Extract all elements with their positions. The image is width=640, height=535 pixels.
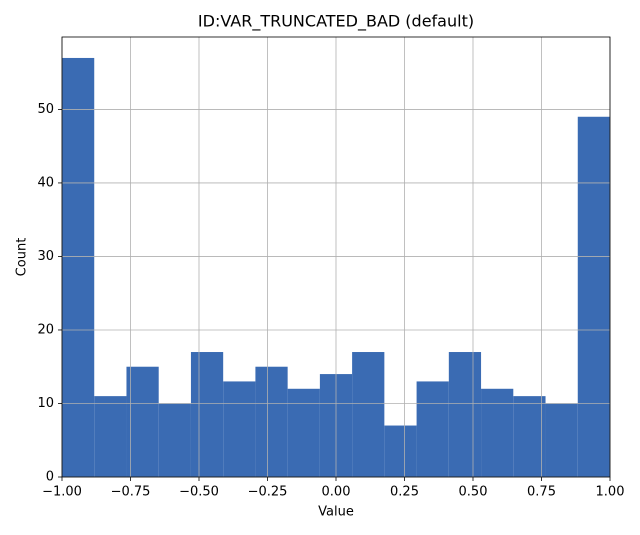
x-tick-label: 1.00 <box>596 485 625 500</box>
y-tick-label: 40 <box>37 175 54 190</box>
bar <box>577 116 610 477</box>
bar <box>513 396 546 477</box>
y-tick-label: 30 <box>37 249 54 264</box>
bar <box>126 366 159 477</box>
x-tick-label: 0.75 <box>527 485 556 500</box>
x-tick-label: 0.25 <box>390 485 419 500</box>
x-tick-label: −0.75 <box>111 485 151 500</box>
bar <box>545 403 578 477</box>
x-tick-label: −1.00 <box>42 485 82 500</box>
y-tick-label: 0 <box>46 470 54 485</box>
bar <box>223 381 256 477</box>
x-axis-label: Value <box>318 505 354 520</box>
bar <box>287 388 320 477</box>
x-tick-label: 0.50 <box>459 485 488 500</box>
bar <box>158 403 191 477</box>
y-tick-label: 50 <box>37 102 54 117</box>
bar <box>62 57 95 477</box>
chart-title: ID:VAR_TRUNCATED_BAD (default) <box>198 12 474 32</box>
plot-frame <box>61 36 611 478</box>
bar <box>255 366 288 477</box>
bar <box>352 352 385 477</box>
y-tick-label: 10 <box>37 396 54 411</box>
bar <box>190 352 224 477</box>
bar <box>448 352 482 477</box>
bar <box>481 388 514 477</box>
bar <box>384 425 417 477</box>
bar <box>416 381 449 477</box>
x-tick-label: −0.25 <box>248 485 288 500</box>
x-tick-label: 0.00 <box>322 485 351 500</box>
x-tick-label: −0.50 <box>179 485 219 500</box>
bar <box>94 396 127 477</box>
y-tick-label: 20 <box>37 322 54 337</box>
y-axis-label: Count <box>15 238 30 277</box>
